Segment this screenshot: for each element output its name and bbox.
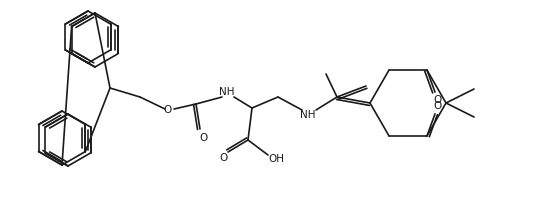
Text: NH: NH — [300, 110, 315, 120]
Text: O: O — [433, 101, 441, 111]
Text: O: O — [433, 95, 441, 105]
Text: O: O — [219, 153, 227, 163]
Text: OH: OH — [268, 154, 284, 164]
Text: O: O — [199, 133, 207, 143]
Text: O: O — [164, 105, 172, 115]
Text: NH: NH — [219, 87, 235, 97]
